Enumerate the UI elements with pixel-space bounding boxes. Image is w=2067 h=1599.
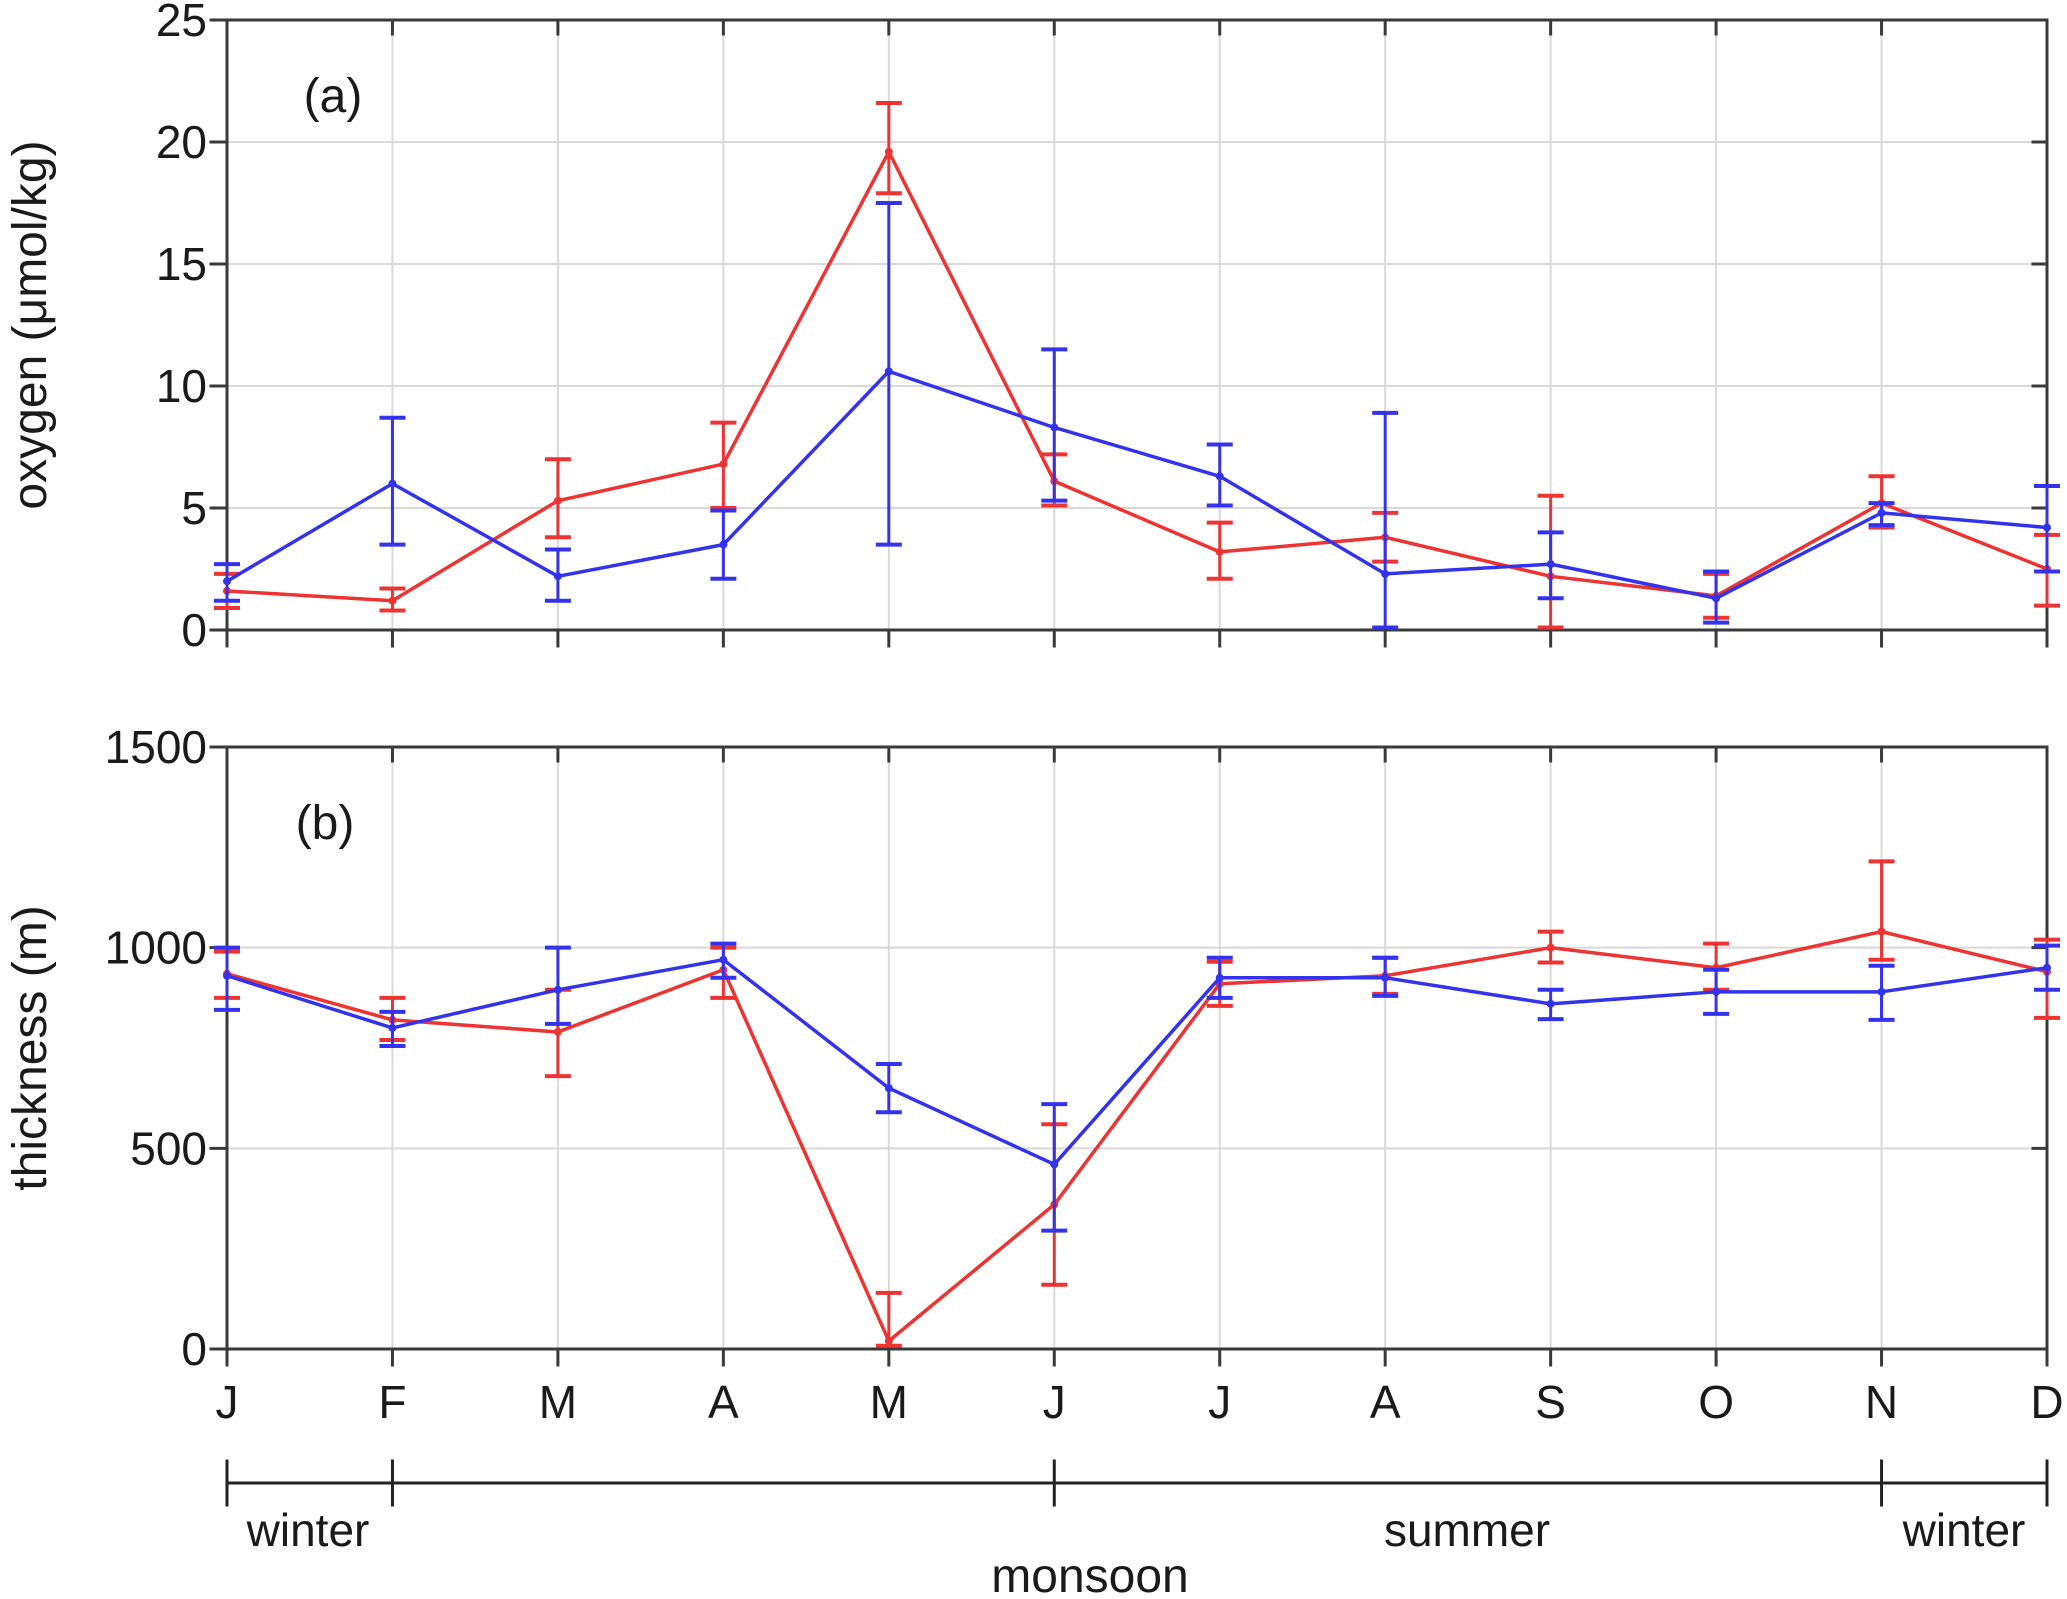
data-point-red [553, 496, 562, 505]
data-point-blue [884, 367, 893, 376]
data-point-red [553, 1027, 562, 1036]
data-point-blue [1050, 1160, 1059, 1169]
y-tick-label: 1000 [105, 922, 207, 974]
data-point-blue [553, 572, 562, 581]
data-point-red [1215, 547, 1224, 556]
series-line-blue [226, 957, 2048, 1167]
data-point-blue [1877, 987, 1886, 996]
data-point-blue [223, 577, 231, 586]
season-label-summer: summer [1384, 1504, 1550, 1556]
data-point-red [884, 147, 893, 156]
data-point-blue [1381, 569, 1390, 578]
y-axis-label-oxygen: oxygen (μmol/kg) [4, 140, 57, 509]
series-line-red [226, 150, 2048, 603]
series-line-blue [226, 369, 2048, 601]
data-point-blue [719, 540, 728, 549]
season-label-winter-left: winter [246, 1504, 370, 1556]
y-tick-label: 10 [156, 360, 207, 412]
data-point-blue [1712, 987, 1721, 996]
data-point-blue [884, 1084, 893, 1093]
monsoon-axis-title: monsoon [991, 1550, 1188, 1599]
data-point-red [388, 596, 397, 605]
data-point-red [884, 1336, 893, 1345]
data-point-blue [1050, 423, 1059, 432]
y-tick-label: 0 [181, 604, 207, 656]
data-point-blue [1877, 508, 1886, 517]
data-point-blue [2043, 523, 2051, 532]
season-label-winter-right: winter [1902, 1504, 2026, 1556]
data-point-blue [1546, 999, 1555, 1008]
panel-a-tag: (a) [304, 70, 363, 123]
data-point-blue [553, 985, 562, 994]
y-axis-label-thickness: thickness (m) [4, 905, 57, 1190]
x-tick-label-month: A [1370, 1376, 1401, 1428]
x-tick-label-month: F [378, 1376, 406, 1428]
x-tick-label-month: N [1865, 1376, 1898, 1428]
data-point-blue [1381, 973, 1390, 982]
series-line-red [226, 929, 2048, 1343]
data-point-blue [1546, 560, 1555, 569]
series-red [214, 100, 2060, 630]
data-point-blue [2043, 963, 2051, 972]
series-blue [214, 201, 2060, 630]
data-point-red [719, 460, 728, 469]
series-blue [214, 941, 2060, 1233]
data-point-blue [1712, 594, 1721, 603]
y-tick-label: 20 [156, 116, 207, 168]
data-point-blue [1215, 973, 1224, 982]
x-tick-label-month: A [708, 1376, 739, 1428]
y-tick-label: 500 [130, 1122, 207, 1174]
y-tick-label: 1500 [105, 721, 207, 773]
panel-b-thickness-plot: 0 500 1000 1500 J F M A M J J A S O N D [105, 721, 2064, 1428]
data-point-red [1546, 943, 1555, 952]
y-tick-label: 0 [181, 1323, 207, 1375]
x-tick-label-month: J [1043, 1376, 1066, 1428]
y-tick-label: 25 [156, 0, 207, 46]
x-tick-label-month: J [216, 1376, 239, 1428]
series-red [214, 859, 2060, 1348]
panel-a-oxygen-plot: 0 5 10 15 20 25 [156, 0, 2060, 656]
data-point-blue [719, 955, 728, 964]
x-tick-label-month: M [539, 1376, 577, 1428]
x-tick-label-month: O [1698, 1376, 1734, 1428]
x-tick-label-month: S [1535, 1376, 1566, 1428]
y-tick-label: 15 [156, 238, 207, 290]
monsoon-season-axis [225, 1459, 2049, 1507]
panel-b-tag: (b) [296, 797, 355, 850]
x-tick-label-month: D [2030, 1376, 2063, 1428]
data-point-blue [388, 479, 397, 488]
data-point-blue [388, 1023, 397, 1032]
plot-border [225, 18, 2049, 632]
data-point-blue [1215, 472, 1224, 481]
x-tick-label-month: M [870, 1376, 908, 1428]
data-point-blue [223, 971, 231, 980]
plot-border [225, 745, 2049, 1351]
y-tick-label: 5 [181, 482, 207, 534]
x-tick-label-month: J [1208, 1376, 1231, 1428]
data-point-red [1877, 927, 1886, 936]
